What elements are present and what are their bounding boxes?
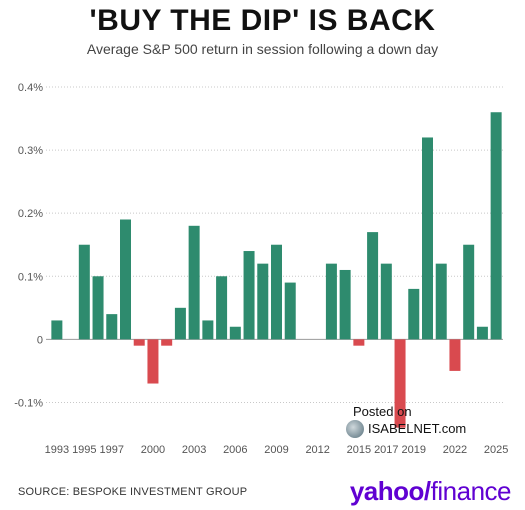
bar-1996 [92,276,104,340]
yahoo-finance-logo: yahoo/finance [349,476,512,507]
x-tick-label: 2019 [402,444,426,456]
bar-2018 [394,339,406,428]
bar-2024 [476,326,488,340]
bar-2010 [284,282,296,340]
x-tick-label: 2012 [305,444,329,456]
bar-1993 [51,320,63,340]
watermark-line1: Posted on [353,404,412,419]
y-tick-label: -0.1% [14,397,43,409]
x-tick-label: 2015 [347,444,371,456]
bar-2009 [271,244,282,340]
bar-2023 [463,244,475,340]
bar-2003 [188,225,200,340]
x-tick-label: 2006 [223,444,247,456]
bar-2000 [147,339,159,384]
y-tick-label: 0 [37,334,43,346]
bar-2008 [257,263,269,340]
bar-2002 [174,307,186,340]
bar-1997 [106,314,118,340]
watermark-line2: ISABELNET.com [368,421,467,436]
chart-title: 'BUY THE DIP' IS BACK [89,4,436,37]
bar-2017 [380,263,392,340]
bar-2016 [367,232,379,340]
isabelnet-watermark: Posted on ISABELNET.com [346,404,466,438]
bar-2015 [353,339,365,346]
x-tick-label: 2009 [264,444,288,456]
x-tick-label: 1993 [45,444,69,456]
bar-1995 [78,244,90,340]
bar-2004 [202,320,214,340]
bar-2021 [435,263,447,340]
x-tick-label: 2025 [484,444,508,456]
bar-2013 [325,263,337,340]
x-tick-label: 2017 [374,444,398,456]
y-tick-label: 0.4% [18,82,43,94]
bar-2005 [216,276,228,340]
bar-2019 [408,288,420,340]
logo-slash: / [423,476,431,506]
chart-subtitle: Average S&P 500 return in session follow… [86,41,439,57]
y-tick-label: 0.1% [18,271,43,283]
y-tick-label: 0.3% [18,145,43,157]
x-tick-label: 1995 [72,444,96,456]
x-tick-label: 2000 [141,444,165,456]
x-tick-label: 2003 [182,444,206,456]
bar-2025 [490,112,502,340]
bar-2014 [339,269,351,340]
bar-2022 [449,339,461,371]
logo-product: finance [430,476,512,506]
bar-1999 [133,339,145,346]
bar-2020 [422,137,433,340]
bar-2007 [243,251,255,340]
source-note: SOURCE: BESPOKE INVESTMENT GROUP [18,486,248,498]
logo-brand: yahoo [349,476,425,506]
x-tick-label: 1997 [100,444,124,456]
globe-icon [346,420,364,438]
bar-1998 [120,219,131,340]
x-tick-label: 2022 [443,444,467,456]
bar-2001 [161,339,173,346]
y-tick-label: 0.2% [18,208,43,220]
bar-2006 [229,326,241,340]
